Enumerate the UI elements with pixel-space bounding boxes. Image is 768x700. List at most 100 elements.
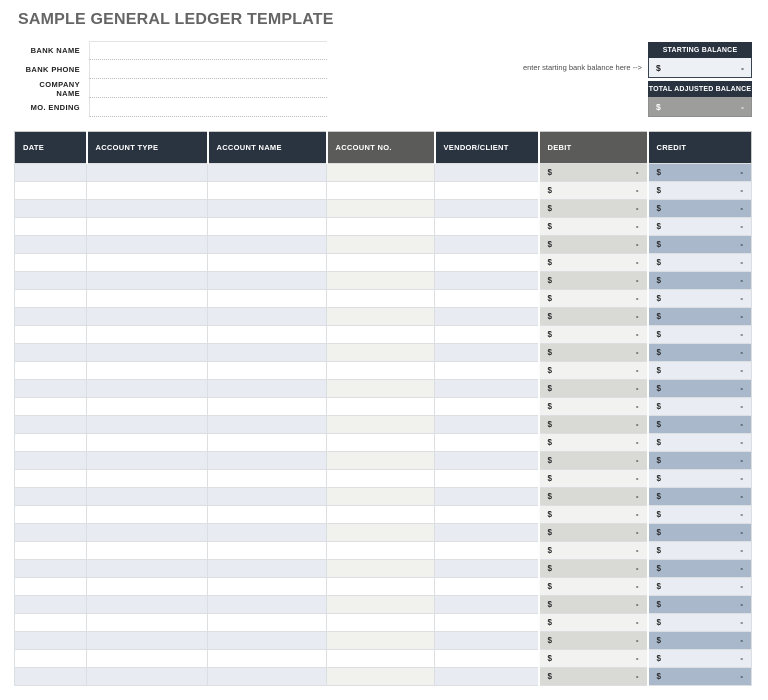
- cell-debit[interactable]: $ -: [537, 595, 649, 614]
- cell-no[interactable]: [326, 451, 435, 470]
- starting-balance-field[interactable]: $ -: [648, 58, 752, 78]
- cell-debit[interactable]: $ -: [537, 361, 649, 380]
- cell-name[interactable]: [207, 325, 327, 344]
- cell-date[interactable]: [14, 217, 87, 236]
- cell-credit[interactable]: $ -: [646, 217, 752, 236]
- cell-vendor[interactable]: [434, 289, 539, 308]
- cell-vendor[interactable]: [434, 577, 539, 596]
- cell-no[interactable]: [326, 469, 435, 488]
- cell-credit[interactable]: $ -: [646, 469, 752, 488]
- cell-vendor[interactable]: [434, 487, 539, 506]
- cell-name[interactable]: [207, 667, 327, 686]
- cell-name[interactable]: [207, 577, 327, 596]
- cell-debit[interactable]: $ -: [537, 631, 649, 650]
- cell-date[interactable]: [14, 343, 87, 362]
- cell-name[interactable]: [207, 289, 327, 308]
- cell-no[interactable]: [326, 289, 435, 308]
- cell-name[interactable]: [207, 487, 327, 506]
- cell-date[interactable]: [14, 451, 87, 470]
- cell-date[interactable]: [14, 595, 87, 614]
- cell-name[interactable]: [207, 649, 327, 668]
- cell-name[interactable]: [207, 343, 327, 362]
- company-name-field[interactable]: [90, 80, 327, 99]
- cell-debit[interactable]: $ -: [537, 271, 649, 290]
- cell-debit[interactable]: $ -: [537, 505, 649, 524]
- cell-date[interactable]: [14, 613, 87, 632]
- cell-date[interactable]: [14, 289, 87, 308]
- cell-debit[interactable]: $ -: [537, 469, 649, 488]
- cell-debit[interactable]: $ -: [537, 667, 649, 686]
- cell-name[interactable]: [207, 433, 327, 452]
- cell-credit[interactable]: $ -: [646, 451, 752, 470]
- cell-type[interactable]: [86, 487, 208, 506]
- mo-ending-field[interactable]: [90, 99, 327, 118]
- cell-no[interactable]: [326, 361, 435, 380]
- cell-date[interactable]: [14, 199, 87, 218]
- cell-credit[interactable]: $ -: [646, 379, 752, 398]
- cell-vendor[interactable]: [434, 379, 539, 398]
- cell-type[interactable]: [86, 667, 208, 686]
- cell-debit[interactable]: $ -: [537, 181, 649, 200]
- cell-date[interactable]: [14, 559, 87, 578]
- cell-date[interactable]: [14, 523, 87, 542]
- cell-credit[interactable]: $ -: [646, 343, 752, 362]
- cell-credit[interactable]: $ -: [646, 649, 752, 668]
- cell-vendor[interactable]: [434, 307, 539, 326]
- cell-name[interactable]: [207, 307, 327, 326]
- cell-credit[interactable]: $ -: [646, 415, 752, 434]
- cell-type[interactable]: [86, 451, 208, 470]
- cell-type[interactable]: [86, 469, 208, 488]
- cell-date[interactable]: [14, 253, 87, 272]
- cell-no[interactable]: [326, 559, 435, 578]
- cell-type[interactable]: [86, 595, 208, 614]
- cell-type[interactable]: [86, 253, 208, 272]
- cell-debit[interactable]: $ -: [537, 415, 649, 434]
- cell-no[interactable]: [326, 343, 435, 362]
- cell-date[interactable]: [14, 487, 87, 506]
- cell-vendor[interactable]: [434, 163, 539, 182]
- cell-name[interactable]: [207, 505, 327, 524]
- cell-type[interactable]: [86, 217, 208, 236]
- cell-date[interactable]: [14, 271, 87, 290]
- cell-type[interactable]: [86, 433, 208, 452]
- cell-credit[interactable]: $ -: [646, 235, 752, 254]
- cell-no[interactable]: [326, 595, 435, 614]
- cell-date[interactable]: [14, 397, 87, 416]
- cell-debit[interactable]: $ -: [537, 397, 649, 416]
- cell-debit[interactable]: $ -: [537, 379, 649, 398]
- cell-credit[interactable]: $ -: [646, 397, 752, 416]
- cell-vendor[interactable]: [434, 649, 539, 668]
- cell-credit[interactable]: $ -: [646, 271, 752, 290]
- cell-type[interactable]: [86, 541, 208, 560]
- cell-debit[interactable]: $ -: [537, 649, 649, 668]
- cell-no[interactable]: [326, 199, 435, 218]
- cell-debit[interactable]: $ -: [537, 541, 649, 560]
- cell-name[interactable]: [207, 163, 327, 182]
- cell-no[interactable]: [326, 235, 435, 254]
- bank-name-field[interactable]: [90, 44, 327, 61]
- cell-date[interactable]: [14, 415, 87, 434]
- cell-debit[interactable]: $ -: [537, 613, 649, 632]
- cell-date[interactable]: [14, 325, 87, 344]
- cell-no[interactable]: [326, 487, 435, 506]
- cell-credit[interactable]: $ -: [646, 487, 752, 506]
- cell-type[interactable]: [86, 379, 208, 398]
- cell-vendor[interactable]: [434, 397, 539, 416]
- cell-date[interactable]: [14, 433, 87, 452]
- cell-name[interactable]: [207, 199, 327, 218]
- cell-name[interactable]: [207, 235, 327, 254]
- cell-date[interactable]: [14, 163, 87, 182]
- cell-type[interactable]: [86, 505, 208, 524]
- cell-date[interactable]: [14, 649, 87, 668]
- cell-no[interactable]: [326, 631, 435, 650]
- cell-credit[interactable]: $ -: [646, 199, 752, 218]
- cell-type[interactable]: [86, 559, 208, 578]
- cell-type[interactable]: [86, 271, 208, 290]
- cell-vendor[interactable]: [434, 199, 539, 218]
- cell-credit[interactable]: $ -: [646, 667, 752, 686]
- cell-vendor[interactable]: [434, 595, 539, 614]
- cell-name[interactable]: [207, 361, 327, 380]
- cell-name[interactable]: [207, 217, 327, 236]
- cell-no[interactable]: [326, 649, 435, 668]
- cell-type[interactable]: [86, 631, 208, 650]
